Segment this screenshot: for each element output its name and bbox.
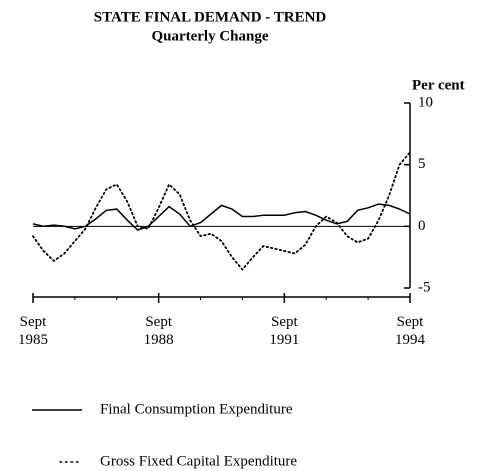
legend-label: Final Consumption Expenditure — [100, 401, 293, 417]
x-tick-label: Sept 1985 — [18, 314, 48, 348]
chart-title: STATE FINAL DEMAND - TREND — [94, 9, 327, 25]
y-tick-label: 5 — [418, 156, 426, 172]
x-tick-label: Sept 1988 — [143, 314, 174, 348]
y-tick-label: 10 — [418, 94, 433, 110]
x-tick-label: Sept 1991 — [269, 314, 300, 348]
x-tick-label: Sept 1994 — [395, 314, 425, 348]
y-tick-label: 0 — [418, 218, 426, 234]
series-line — [32, 151, 411, 271]
y-tick-label: -5 — [418, 279, 431, 295]
legend-label: Gross Fixed Capital Expenditure — [100, 453, 297, 469]
series-line — [32, 203, 411, 231]
chart-subtitle: Quarterly Change — [151, 28, 268, 44]
y-axis-label: Per cent — [412, 77, 465, 93]
